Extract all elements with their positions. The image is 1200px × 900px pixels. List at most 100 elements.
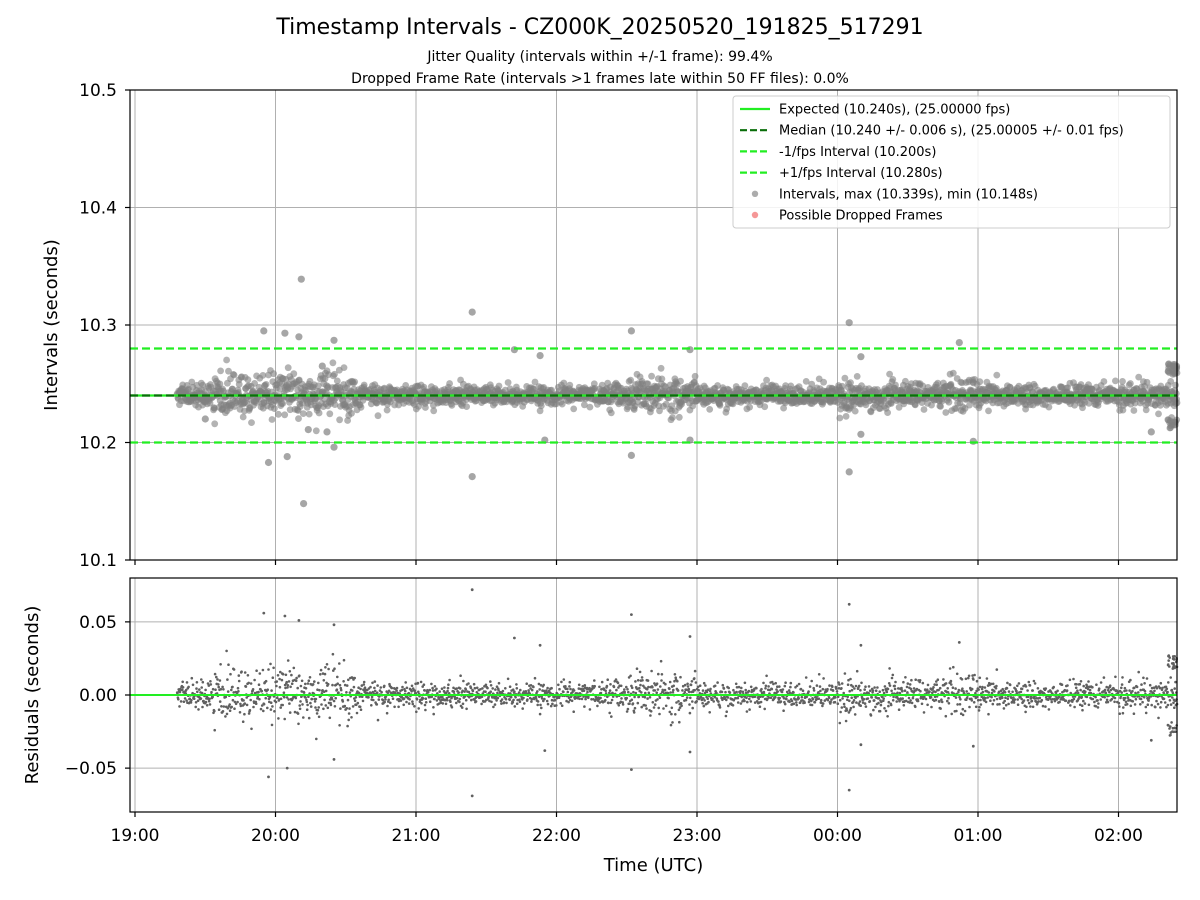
residual-point — [415, 710, 418, 714]
residual-point — [566, 690, 570, 694]
residual-point — [873, 686, 876, 689]
residual-point — [230, 705, 233, 709]
residual-point — [946, 699, 949, 703]
residual-point — [687, 687, 691, 691]
residual-point — [286, 684, 290, 687]
residual-point — [316, 708, 320, 712]
residual-point — [375, 691, 379, 694]
residual-point — [916, 699, 920, 703]
residual-point — [323, 698, 326, 702]
residual-point — [853, 687, 856, 690]
residual-point — [855, 669, 859, 673]
residual-point — [525, 682, 528, 685]
residual-point — [792, 691, 795, 694]
residual-point — [961, 687, 964, 690]
residual-point — [983, 686, 987, 689]
residual-point — [390, 686, 394, 690]
residual-point — [183, 697, 187, 700]
residual-point — [877, 701, 880, 705]
residual-point — [646, 679, 650, 682]
interval-point — [808, 380, 816, 388]
interval-point — [299, 410, 307, 417]
residual-point — [448, 678, 451, 682]
residual-point — [930, 705, 933, 709]
interval-point — [331, 370, 338, 378]
residual-point — [319, 673, 322, 676]
residual-point — [181, 688, 184, 692]
residual-point — [514, 696, 517, 699]
residual-point — [201, 680, 205, 684]
residual-point — [668, 710, 672, 714]
residual-point — [610, 698, 614, 702]
residual-point — [625, 710, 629, 713]
residual-point — [872, 699, 876, 702]
residual-point — [380, 690, 383, 694]
residual-point — [549, 704, 553, 708]
residual-point — [557, 683, 560, 687]
interval-point — [348, 410, 355, 417]
residual-point — [1011, 690, 1014, 694]
residual-point — [1001, 696, 1004, 700]
residual-point — [740, 686, 743, 690]
residual-point — [896, 691, 899, 695]
interval-point — [295, 415, 302, 422]
residual-point — [526, 698, 529, 701]
residual-point — [741, 690, 745, 694]
residual-point — [887, 682, 891, 685]
residual-point — [232, 668, 236, 671]
residual-point — [428, 688, 432, 692]
residual-point — [533, 676, 537, 680]
residual-point — [1052, 685, 1055, 689]
interval-outlier-point — [260, 327, 268, 335]
residual-point — [323, 672, 327, 676]
residual-point — [652, 706, 656, 709]
residual-point — [926, 703, 929, 707]
interval-point — [1130, 407, 1138, 414]
residual-point — [636, 679, 640, 682]
residual-point — [950, 683, 953, 686]
residual-point — [872, 708, 875, 712]
residual-point — [445, 698, 449, 702]
residual-point — [463, 690, 466, 693]
residual-point — [586, 690, 589, 694]
residual-point — [181, 680, 184, 684]
residual-point — [860, 681, 863, 685]
residual-point — [1006, 697, 1010, 701]
residual-point — [199, 697, 203, 700]
interval-point — [422, 404, 429, 411]
residual-point — [651, 685, 654, 689]
residual-point — [967, 676, 970, 680]
residual-point — [607, 701, 610, 705]
residual-point — [416, 681, 420, 685]
residual-point — [330, 697, 334, 701]
residual-point — [558, 687, 561, 691]
residual-point — [569, 687, 572, 691]
residual-point — [1087, 680, 1090, 683]
interval-point — [223, 356, 231, 364]
residual-point — [461, 702, 465, 706]
residual-point — [313, 700, 317, 703]
residual-point — [540, 706, 543, 710]
interval-point — [336, 416, 343, 424]
residual-point — [827, 696, 831, 699]
residual-point — [359, 687, 362, 691]
residual-point — [727, 686, 730, 690]
residual-point — [299, 700, 302, 703]
residual-point — [413, 705, 416, 708]
residual-point — [305, 700, 309, 704]
residual-point — [279, 706, 283, 709]
interval-point — [566, 381, 574, 389]
interval-outlier-point — [201, 415, 209, 423]
residual-point — [680, 704, 683, 707]
residual-point — [1068, 678, 1072, 682]
interval-point — [560, 379, 568, 387]
residual-point — [1037, 700, 1040, 703]
residual-point — [379, 686, 383, 689]
residual-point — [614, 678, 618, 681]
residual-point — [224, 715, 227, 718]
residual-point — [207, 699, 211, 703]
residual-point — [209, 683, 213, 686]
residual-point — [298, 674, 301, 677]
residual-point — [372, 698, 375, 702]
residual-point — [882, 697, 885, 700]
